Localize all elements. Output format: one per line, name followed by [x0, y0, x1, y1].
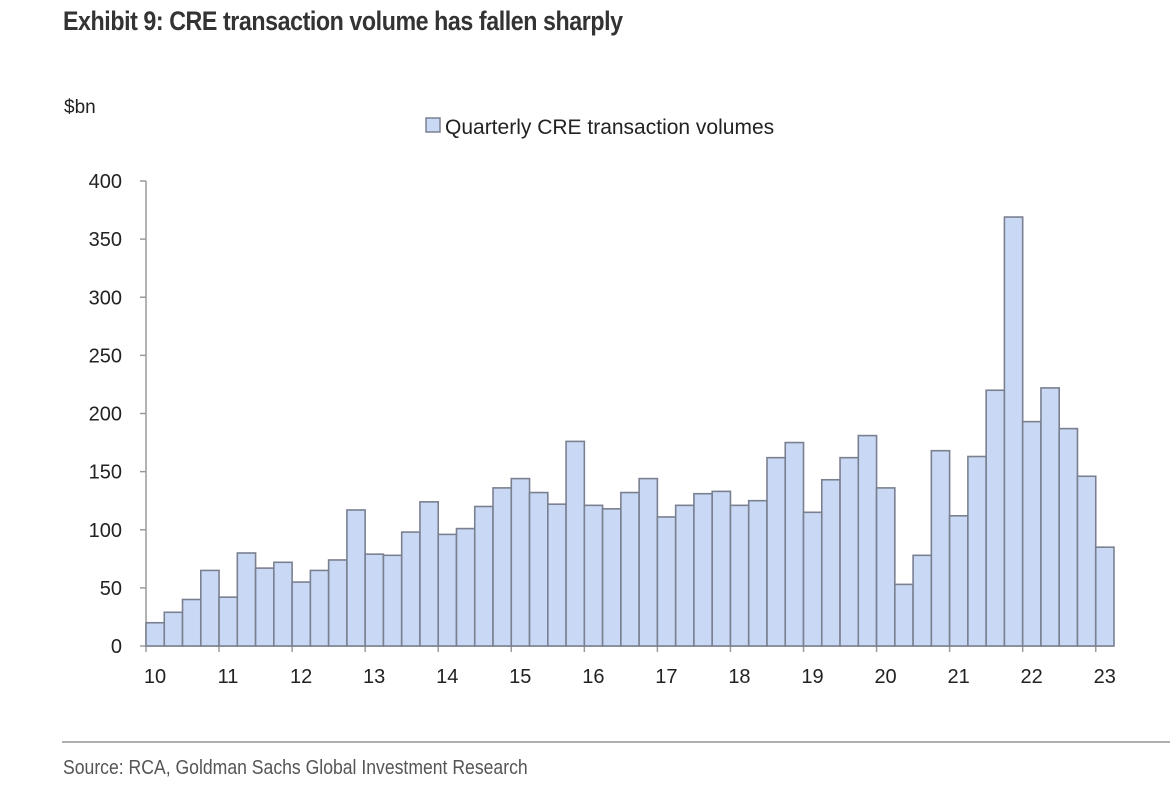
bar-2020Q2	[894, 583, 914, 647]
bar-2020Q1	[875, 487, 896, 647]
x-tick-label: 22	[1021, 666, 1043, 688]
bar-chart: $bn Quarterly CRE transaction volumes 0 5…	[64, 97, 1116, 688]
bar-2013Q3	[400, 531, 421, 647]
bar-2016Q2	[601, 508, 622, 647]
bar-2015Q3	[547, 503, 567, 647]
bar-2022Q4	[1076, 475, 1097, 647]
x-tick-label: 16	[582, 666, 604, 688]
bar-2021Q2	[967, 455, 987, 647]
bar-2019Q3	[839, 456, 860, 647]
y-tick-label: 300	[89, 287, 122, 309]
bar-2015Q2	[528, 491, 549, 647]
x-tick-label: 18	[728, 666, 750, 688]
bar-2014Q3	[473, 505, 494, 647]
bar-2011Q2	[236, 552, 257, 647]
bar-2011Q4	[273, 561, 293, 647]
x-tick-label: 13	[363, 666, 385, 688]
y-axis-unit-label: $bn	[64, 97, 96, 118]
x-tick-label: 14	[436, 666, 458, 688]
bar-2010Q1	[145, 621, 166, 647]
bar-2017Q2	[674, 504, 695, 647]
x-tick-label: 17	[655, 666, 677, 688]
bar-2013Q1	[364, 553, 385, 647]
bar-2012Q3	[327, 559, 348, 647]
legend: Quarterly CRE transaction volumes	[425, 116, 774, 139]
bar-2010Q3	[181, 598, 202, 647]
footer-divider	[62, 741, 1170, 743]
x-tick-label: 15	[509, 666, 531, 688]
x-tick-label: 12	[290, 666, 312, 688]
bar-2019Q4	[857, 434, 878, 647]
x-tick-label: 23	[1094, 666, 1116, 688]
bar-2011Q3	[254, 567, 275, 647]
bar-2012Q4	[346, 509, 366, 647]
bar-2013Q4	[419, 501, 440, 647]
bar-2010Q2	[163, 611, 184, 647]
x-tick-label: 21	[947, 666, 969, 688]
bar-2019Q1	[802, 511, 823, 647]
bar-2018Q4	[784, 441, 805, 647]
x-tick-label: 19	[801, 666, 823, 688]
bar-2016Q1	[583, 504, 604, 647]
bar-2010Q4	[199, 569, 220, 647]
y-tick-label: 150	[89, 462, 122, 484]
bar-2015Q4	[565, 440, 586, 647]
x-tick-label: 11	[218, 666, 239, 688]
y-tick-label: 250	[89, 345, 122, 367]
bar-2015Q1	[510, 477, 531, 647]
y-tick-label: 400	[89, 171, 122, 193]
bar-2016Q3	[620, 491, 640, 647]
bar-2014Q2	[455, 527, 476, 647]
bar-2020Q3	[912, 554, 933, 647]
bar-2017Q3	[693, 492, 713, 647]
chart-title: Exhibit 9: CRE transaction volume has fa…	[63, 6, 623, 36]
bar-2018Q1	[729, 504, 750, 647]
bar-2012Q2	[309, 569, 330, 647]
bar-2021Q3	[985, 389, 1006, 647]
x-tick-label: 10	[144, 666, 166, 688]
bar-2017Q4	[711, 490, 732, 647]
x-tick-label: 20	[874, 666, 896, 688]
bar-2021Q1	[948, 514, 969, 647]
bar-2017Q1	[656, 516, 677, 647]
legend-label: Quarterly CRE transaction volumes	[445, 116, 774, 139]
y-tick-label: 350	[89, 229, 122, 251]
legend-swatch	[425, 117, 441, 133]
y-tick-label: 100	[89, 520, 122, 542]
x-axis: 10 11 12 13 14 15 16 17 18 19 20 21 22 23	[144, 645, 1116, 688]
bar-2013Q2	[382, 554, 403, 647]
bar-2022Q1	[1021, 420, 1042, 647]
bar-2011Q1	[218, 596, 239, 647]
y-tick-label: 200	[89, 404, 122, 426]
source-note: Source: RCA, Goldman Sachs Global Invest…	[63, 757, 528, 779]
bars	[145, 216, 1115, 647]
bar-2018Q2	[747, 499, 768, 647]
bar-2020Q4	[930, 449, 951, 647]
y-axis: 0 50 100 150 200 250 300 350 400	[89, 171, 147, 658]
y-tick-label: 0	[111, 636, 122, 658]
bar-2021Q4	[1003, 216, 1024, 647]
bar-2014Q4	[492, 487, 513, 647]
bar-2016Q4	[638, 477, 659, 647]
y-tick-label: 50	[100, 578, 122, 600]
bar-2022Q2	[1040, 387, 1060, 647]
bar-2014Q1	[437, 533, 458, 647]
bar-2022Q3	[1058, 427, 1079, 647]
bar-2019Q2	[820, 478, 841, 647]
bar-2012Q1	[291, 581, 312, 647]
bar-2018Q3	[766, 456, 787, 647]
bar-2023Q1	[1094, 546, 1115, 647]
